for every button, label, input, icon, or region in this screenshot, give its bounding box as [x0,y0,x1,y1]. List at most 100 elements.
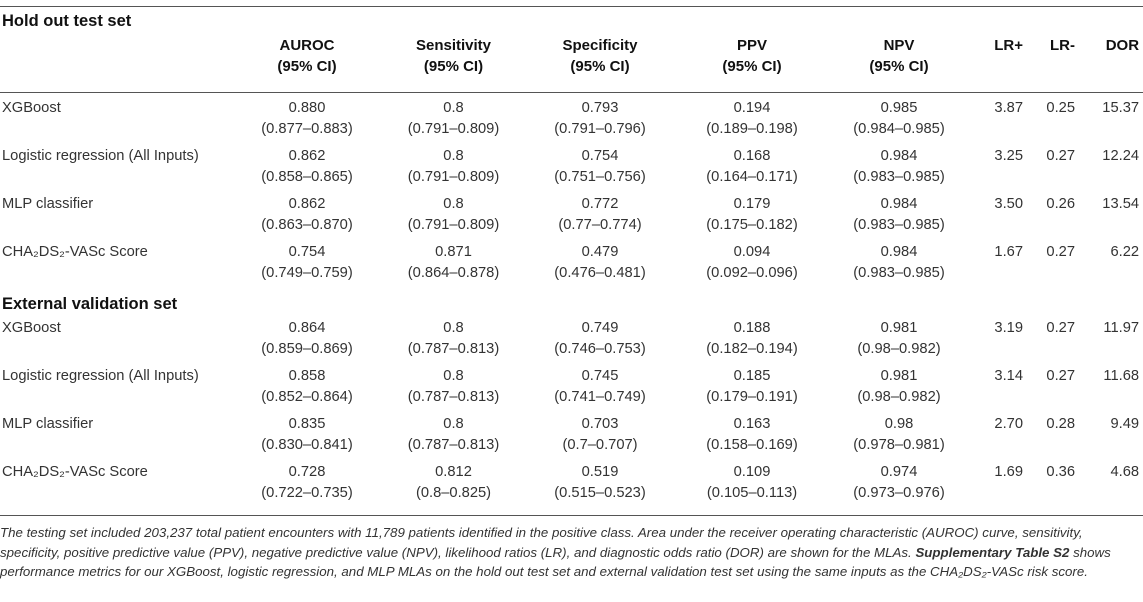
cell-dor: 15.37 [1102,100,1140,116]
model-name: Logistic regression (All Inputs) [2,368,199,384]
npv-ci: (0.983–0.985) [853,169,945,185]
cell-lr-minus: 0.27 [1046,244,1075,260]
header-dor: DOR [1105,37,1140,54]
cell-npv: 0.985 (0.984–0.985) [829,98,969,146]
cell-dor: 11.97 [1103,320,1140,336]
cell-auroc: 0.864 (0.859–0.869) [232,318,382,366]
npv-ci: (0.983–0.985) [853,265,945,281]
cell-ppv: 0.185 (0.179–0.191) [675,366,829,414]
cell-ppv: 0.109 (0.105–0.113) [675,462,829,510]
specificity-value: 0.754 [581,148,619,164]
npv-ci: (0.98–0.982) [857,341,941,357]
cell-specificity: 0.754 (0.751–0.756) [525,146,675,194]
specificity-value: 0.749 [581,320,619,336]
ppv-ci: (0.182–0.194) [706,341,798,357]
specificity-ci: (0.746–0.753) [554,341,646,357]
auroc-value: 0.880 [288,100,326,116]
cell-specificity: 0.479 (0.476–0.481) [525,242,675,290]
model-name: Logistic regression (All Inputs) [2,148,199,164]
ppv-value: 0.188 [733,320,771,336]
model-name: CHA₂DS₂-VASc Score [2,244,148,260]
table-row: XGBoost 0.864 (0.859–0.869) 0.8 (0.787–0.813… [0,318,1143,366]
sensitivity-value: 0.8 [443,368,464,384]
header-rule [0,92,1143,93]
sensitivity-value: 0.8 [443,320,464,336]
cell-npv: 0.981 (0.98–0.982) [829,366,969,414]
column-header-row: AUROC (95% CI) Sensitivity (95% CI) Specif… [0,35,1143,93]
model-name: CHA₂DS₂-VASc Score [2,464,148,480]
ppv-ci: (0.179–0.191) [706,389,798,405]
cell-auroc: 0.862 (0.858–0.865) [232,146,382,194]
auroc-value: 0.862 [288,148,326,164]
cell-lr-plus: 3.50 [994,196,1023,212]
ppv-ci: (0.175–0.182) [706,217,798,233]
cell-sensitivity: 0.812 (0.8–0.825) [382,462,525,510]
cell-auroc: 0.858 (0.852–0.864) [232,366,382,414]
header-sensitivity: Sensitivity (95% CI) [415,37,492,75]
cell-sensitivity: 0.871 (0.864–0.878) [382,242,525,290]
model-name: MLP classifier [2,416,94,432]
sensitivity-value: 0.8 [443,148,464,164]
auroc-value: 0.864 [288,320,326,336]
model-name: XGBoost [2,100,61,116]
table-row: CHA₂DS₂-VASc Score 0.754 (0.749–0.759) 0.87… [0,242,1143,290]
ppv-ci: (0.092–0.096) [706,265,798,281]
ppv-value: 0.094 [733,244,771,260]
sensitivity-ci: (0.787–0.813) [407,389,500,405]
sensitivity-ci: (0.787–0.813) [407,437,500,453]
cell-dor: 6.22 [1110,244,1140,260]
header-ppv: PPV (95% CI) [722,37,782,75]
supplementary-table-link[interactable]: Supplementary Table S2 [915,544,1070,560]
cell-specificity: 0.749 (0.746–0.753) [525,318,675,366]
specificity-ci: (0.7–0.707) [562,437,638,453]
sensitivity-ci: (0.791–0.809) [407,169,500,185]
specificity-value: 0.479 [581,244,619,260]
specificity-ci: (0.751–0.756) [554,169,646,185]
specificity-value: 0.793 [581,100,619,116]
cell-specificity: 0.519 (0.515–0.523) [525,462,675,510]
cell-dor: 12.24 [1102,148,1140,164]
cell-sensitivity: 0.8 (0.787–0.813) [382,318,525,366]
npv-value: 0.974 [880,464,918,480]
cell-auroc: 0.835 (0.830–0.841) [232,414,382,462]
cell-dor: 13.54 [1102,196,1140,212]
npv-value: 0.984 [880,244,918,260]
sensitivity-ci: (0.8–0.825) [415,485,492,501]
cell-dor: 4.68 [1110,464,1140,480]
header-model [0,35,232,93]
sensitivity-ci: (0.864–0.878) [407,265,500,281]
cell-sensitivity: 0.8 (0.787–0.813) [382,366,525,414]
header-lr-plus: LR+ [994,37,1023,54]
cell-ppv: 0.094 (0.092–0.096) [675,242,829,290]
cell-npv: 0.981 (0.98–0.982) [829,318,969,366]
cell-specificity: 0.793 (0.791–0.796) [525,98,675,146]
specificity-value: 0.703 [581,416,619,432]
cell-lr-minus: 0.28 [1046,416,1075,432]
cell-npv: 0.974 (0.973–0.976) [829,462,969,510]
ppv-value: 0.163 [733,416,771,432]
cell-npv: 0.984 (0.983–0.985) [829,242,969,290]
cell-lr-plus: 1.69 [994,464,1023,480]
results-table: Hold out test set AUROC (95% CI) Sensitiv… [0,7,1143,510]
cell-npv: 0.984 (0.983–0.985) [829,146,969,194]
cell-lr-plus: 2.70 [994,416,1023,432]
footnote-text-1: The testing set included 203,237 total p… [0,525,1083,560]
auroc-ci: (0.859–0.869) [261,341,353,357]
bottom-rule [0,515,1143,516]
table-row: MLP classifier 0.835 (0.830–0.841) 0.8 (0.78… [0,414,1143,462]
specificity-ci: (0.741–0.749) [554,389,646,405]
npv-value: 0.98 [884,416,914,432]
auroc-ci: (0.749–0.759) [261,265,353,281]
cell-lr-plus: 3.25 [994,148,1023,164]
ppv-ci: (0.158–0.169) [706,437,798,453]
ppv-value: 0.185 [733,368,771,384]
specificity-ci: (0.791–0.796) [554,121,646,137]
table-row: Logistic regression (All Inputs) 0.862 (0.… [0,146,1143,194]
auroc-ci: (0.863–0.870) [261,217,353,233]
cell-lr-plus: 3.14 [994,368,1023,384]
cell-npv: 0.984 (0.983–0.985) [829,194,969,242]
auroc-value: 0.862 [288,196,326,212]
auroc-ci: (0.852–0.864) [261,389,353,405]
auroc-ci: (0.858–0.865) [261,169,353,185]
